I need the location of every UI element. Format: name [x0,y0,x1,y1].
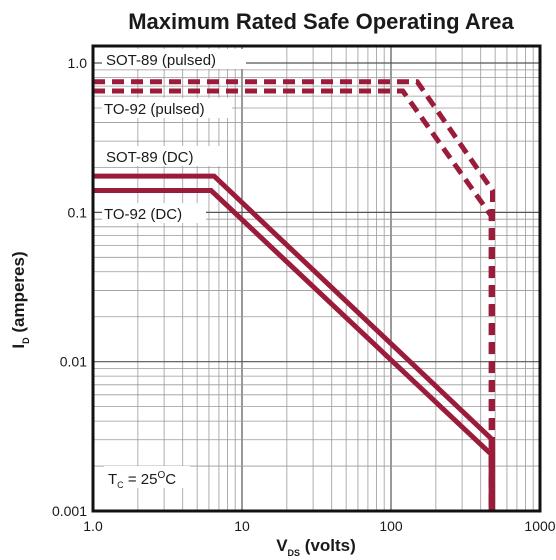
svg-text:SOT-89 (DC): SOT-89 (DC) [106,149,194,166]
y-tick-label: 1.0 [68,55,88,71]
y-axis-label: ID (amperes) [9,251,31,348]
series-line-sot-89-dc [93,173,495,511]
svg-text:TO-92 (pulsed): TO-92 (pulsed) [104,101,205,118]
plot-frame [91,44,542,513]
y-tick-label: 0.01 [60,354,87,370]
grid [93,46,540,511]
svg-text:SOT-89 (pulsed): SOT-89 (pulsed) [106,52,216,69]
x-tick-label: 10 [234,518,250,534]
label-to92-dc: TO-92 (DC) [102,203,206,223]
svg-text:TC = 25OC: TC = 25OC [108,470,176,490]
temperature-annotation: TC = 25OC [104,466,190,490]
y-tick-label: 0.001 [52,503,87,519]
chart-title: Maximum Rated Safe Operating Area [128,9,514,34]
y-tick-labels: 1.0 0.1 0.01 0.001 [52,55,87,519]
x-axis-label: VDS (volts) [276,536,356,558]
x-tick-label: 1.0 [83,518,103,534]
x-tick-labels: 1.0 10 100 1000 [83,518,556,534]
y-tick-label: 0.1 [68,204,88,220]
label-to92-pulsed: TO-92 (pulsed) [102,98,232,118]
series-line-to-92-dc [93,188,494,511]
svg-text:TO-92 (DC): TO-92 (DC) [104,206,182,223]
series-line-to-92-pulsed [93,88,494,511]
x-tick-label: 100 [379,518,403,534]
label-sot89-pulsed: SOT-89 (pulsed) [102,49,246,69]
series-group [93,79,495,511]
label-sot89-dc: SOT-89 (DC) [102,146,220,166]
x-tick-label: 1000 [524,518,555,534]
